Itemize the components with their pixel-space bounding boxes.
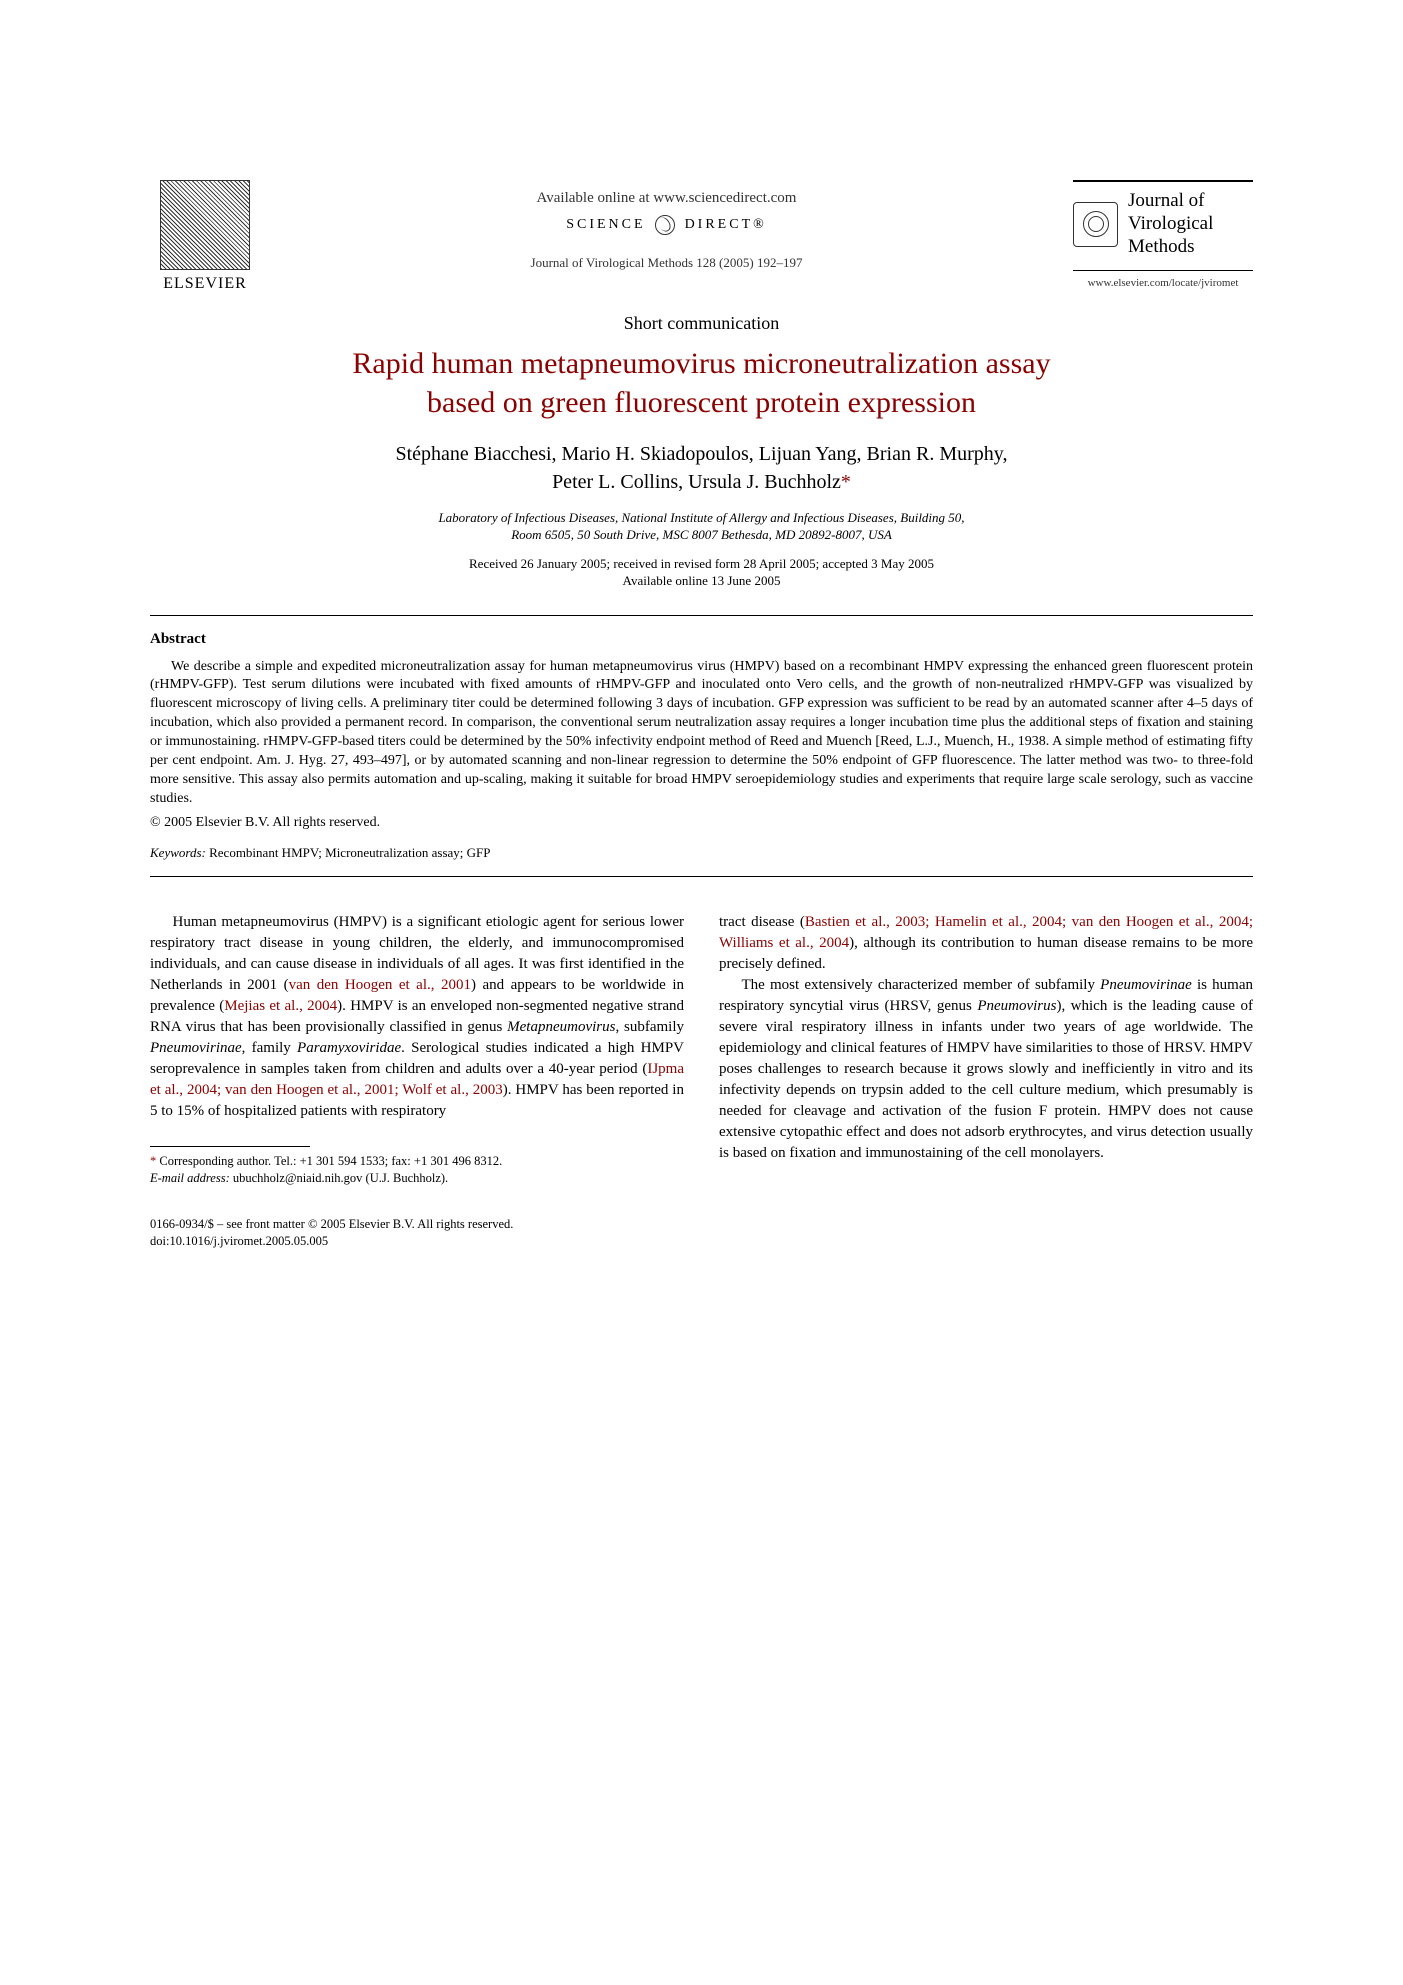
taxon: Pneumovirinae: [1100, 977, 1192, 993]
authors-line1: Stéphane Biacchesi, Mario H. Skiadopoulo…: [396, 443, 1008, 465]
authors: Stéphane Biacchesi, Mario H. Skiadopoulo…: [150, 440, 1253, 496]
journal-icon: [1073, 202, 1118, 247]
dates-line1: Received 26 January 2005; received in re…: [469, 556, 934, 571]
abstract-body: We describe a simple and expedited micro…: [150, 659, 1253, 806]
footnote-divider: [150, 1146, 310, 1147]
title-line2: based on green fluorescent protein expre…: [427, 386, 976, 419]
t: , subfamily: [615, 1019, 684, 1035]
body-p3: The most extensively characterized membe…: [719, 975, 1253, 1164]
journal-reference: Journal of Virological Methods 128 (2005…: [260, 255, 1073, 271]
elsevier-label: ELSEVIER: [150, 275, 260, 293]
available-online-text: Available online at www.sciencedirect.co…: [260, 190, 1073, 207]
taxon: Paramyxoviridae: [297, 1040, 401, 1056]
elsevier-logo: ELSEVIER: [150, 180, 260, 293]
center-header: Available online at www.sciencedirect.co…: [260, 180, 1073, 271]
t: ), which is the leading cause of severe …: [719, 998, 1253, 1161]
article-type: Short communication: [150, 313, 1253, 334]
divider-bottom: [150, 876, 1253, 877]
journal-title-text: Journal of Virological Methods: [1128, 190, 1253, 258]
corresponding-footnote: * Corresponding author. Tel.: +1 301 594…: [150, 1153, 684, 1188]
keywords-label: Keywords:: [150, 845, 206, 860]
divider-top: [150, 615, 1253, 616]
t: tract disease (: [719, 914, 805, 930]
title-line1: Rapid human metapneumovirus microneutral…: [352, 347, 1050, 380]
keywords: Keywords: Recombinant HMPV; Microneutral…: [150, 845, 1253, 861]
journal-icon-inner: [1083, 211, 1109, 237]
ref-link[interactable]: van den Hoogen et al., 2001: [289, 977, 471, 993]
body-p1: Human metapneumovirus (HMPV) is a signif…: [150, 912, 684, 1122]
issn-line: 0166-0934/$ – see front matter © 2005 El…: [150, 1217, 513, 1231]
t: , family: [242, 1040, 297, 1056]
taxon: Metapneumovirus: [507, 1019, 615, 1035]
authors-line2: Peter L. Collins, Ursula J. Buchholz: [552, 471, 841, 493]
article-dates: Received 26 January 2005; received in re…: [150, 556, 1253, 590]
body-p2: tract disease (Bastien et al., 2003; Ham…: [719, 912, 1253, 975]
elsevier-tree-icon: [160, 180, 250, 270]
body-col-right: tract disease (Bastien et al., 2003; Ham…: [719, 912, 1253, 1188]
abstract-heading: Abstract: [150, 631, 1253, 648]
body-columns: Human metapneumovirus (HMPV) is a signif…: [150, 912, 1253, 1188]
journal-box: Journal of Virological Methods www.elsev…: [1073, 180, 1253, 289]
journal-url: www.elsevier.com/locate/jviromet: [1073, 277, 1253, 289]
taxon: Pneumovirus: [977, 998, 1056, 1014]
sd-swirl-icon: [655, 215, 675, 235]
email-label: E-mail address:: [150, 1171, 230, 1185]
abstract-text: We describe a simple and expedited micro…: [150, 658, 1253, 809]
corr-star: *: [150, 1154, 156, 1168]
footer-block: 0166-0934/$ – see front matter © 2005 El…: [150, 1216, 1253, 1251]
sd-right: DIRECT®: [685, 217, 767, 232]
email-value: ubuchholz@niaid.nih.gov (U.J. Buchholz).: [230, 1171, 448, 1185]
article-title: Rapid human metapneumovirus microneutral…: [150, 344, 1253, 422]
taxon: Pneumovirinae: [150, 1040, 242, 1056]
t: The most extensively characterized membe…: [742, 977, 1101, 993]
ref-link[interactable]: Mejias et al., 2004: [224, 998, 337, 1014]
corr-label: Corresponding author. Tel.: +1 301 594 1…: [159, 1154, 502, 1168]
journal-title-box: Journal of Virological Methods: [1073, 180, 1253, 271]
doi-line: doi:10.1016/j.jviromet.2005.05.005: [150, 1234, 328, 1248]
abstract-copyright: © 2005 Elsevier B.V. All rights reserved…: [150, 815, 1253, 831]
affiliation: Laboratory of Infectious Diseases, Natio…: [150, 510, 1253, 544]
sd-left: SCIENCE: [566, 217, 645, 232]
dates-line2: Available online 13 June 2005: [623, 573, 781, 588]
keywords-text: Recombinant HMPV; Microneutralization as…: [206, 845, 491, 860]
header-row: ELSEVIER Available online at www.science…: [150, 180, 1253, 293]
body-col-left: Human metapneumovirus (HMPV) is a signif…: [150, 912, 684, 1188]
science-direct-logo: SCIENCE DIRECT®: [260, 215, 1073, 235]
corr-marker: *: [841, 471, 851, 493]
affiliation-line1: Laboratory of Infectious Diseases, Natio…: [438, 510, 964, 525]
affiliation-line2: Room 6505, 50 South Drive, MSC 8007 Beth…: [511, 527, 892, 542]
